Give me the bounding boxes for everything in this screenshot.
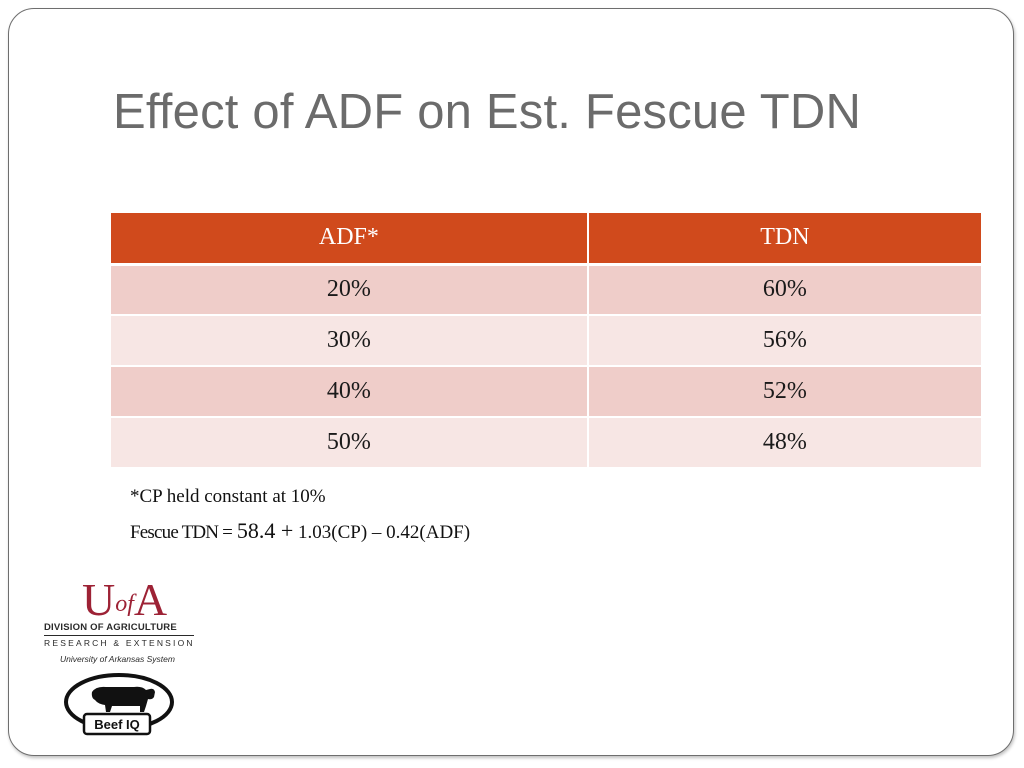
formula-terms: 1.03(CP) – 0.42(ADF)	[298, 522, 471, 543]
footnote: *CP held constant at 10%	[130, 486, 326, 507]
table-row: 30% 56%	[111, 315, 981, 367]
cow-icon	[91, 686, 155, 712]
beef-iq-emblem: Beef IQ	[64, 673, 174, 736]
uofa-research-text: RESEARCH & EXTENSION	[44, 638, 195, 648]
cell-tdn: 48%	[587, 417, 981, 469]
uofa-mark-u: U	[82, 574, 116, 625]
cell-tdn: 52%	[587, 366, 981, 418]
uofa-system-text: University of Arkansas System	[60, 654, 175, 664]
formula-label: Fescue TDN =	[130, 522, 233, 543]
tdn-formula: Fescue TDN = 58.4 + 1.03(CP) – 0.42(ADF)	[130, 518, 470, 544]
table-row: 20% 60%	[111, 264, 981, 316]
uofa-monogram: UofA	[82, 577, 167, 626]
header-adf: ADF*	[111, 213, 589, 266]
cell-adf: 20%	[111, 264, 589, 316]
cell-adf: 50%	[111, 417, 589, 469]
adf-tdn-table: ADF* TDN 20% 60% 30% 56% 40% 52% 50% 48%	[111, 213, 981, 469]
uofa-division-text: DIVISION OF AGRICULTURE	[44, 622, 177, 633]
uofa-mark-of: of	[115, 591, 134, 617]
uofa-mark-a: A	[133, 574, 168, 625]
cell-tdn: 56%	[587, 315, 981, 367]
uofa-logo: UofA DIVISION OF AGRICULTURE RESEARCH & …	[40, 577, 200, 670]
uofa-divider	[44, 635, 194, 636]
slide-title: Effect of ADF on Est. Fescue TDN	[113, 85, 862, 139]
beef-iq-text: Beef IQ	[94, 717, 140, 732]
table-header-row: ADF* TDN	[111, 213, 981, 266]
beef-iq-logo: Beef IQ	[62, 672, 176, 738]
table-row: 50% 48%	[111, 417, 981, 469]
formula-constant: 58.4 +	[236, 518, 294, 543]
header-tdn: TDN	[587, 213, 981, 266]
cell-adf: 40%	[111, 366, 589, 418]
cell-tdn: 60%	[587, 264, 981, 316]
cell-adf: 30%	[111, 315, 589, 367]
table-row: 40% 52%	[111, 366, 981, 418]
